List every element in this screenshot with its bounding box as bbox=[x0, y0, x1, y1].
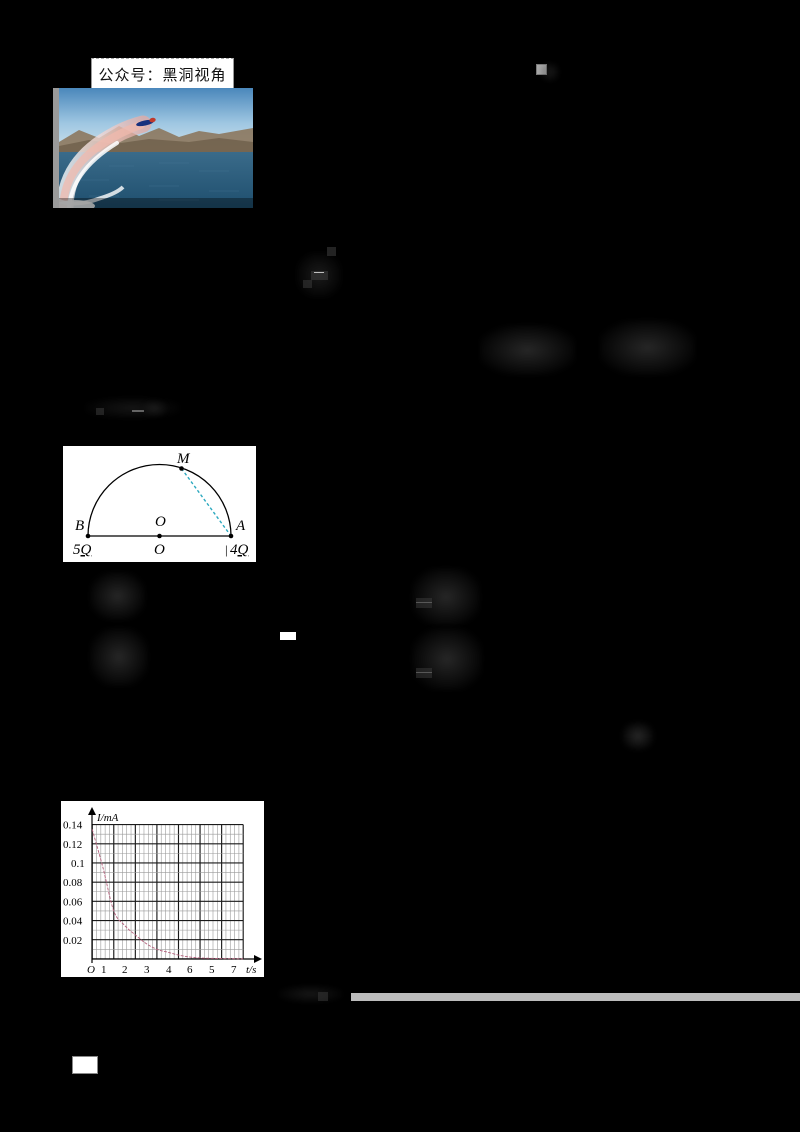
svg-text:0.04: 0.04 bbox=[63, 916, 83, 928]
svg-text:0.12: 0.12 bbox=[63, 839, 82, 851]
svg-text:3: 3 bbox=[144, 964, 150, 976]
svg-text:0.1: 0.1 bbox=[71, 858, 85, 870]
svg-text:I/mA: I/mA bbox=[96, 812, 119, 824]
svg-text:O: O bbox=[154, 542, 165, 558]
svg-text:1: 1 bbox=[101, 964, 107, 976]
svg-text:O: O bbox=[87, 964, 95, 976]
svg-text:0.08: 0.08 bbox=[63, 877, 83, 889]
svg-text:5: 5 bbox=[209, 964, 215, 976]
svg-text:A: A bbox=[235, 518, 246, 534]
svg-text:2: 2 bbox=[122, 964, 128, 976]
svg-text:6: 6 bbox=[187, 964, 193, 976]
svg-text:|: | bbox=[225, 542, 228, 557]
svg-text:0.06: 0.06 bbox=[63, 896, 83, 908]
svg-text:5Q: 5Q bbox=[73, 542, 92, 558]
svg-text:7: 7 bbox=[231, 964, 237, 976]
svg-text:B: B bbox=[75, 518, 84, 534]
svg-text:0.14: 0.14 bbox=[63, 820, 83, 832]
svg-text:4: 4 bbox=[166, 964, 172, 976]
svg-text:4Q: 4Q bbox=[230, 542, 249, 558]
svg-text:M: M bbox=[176, 451, 191, 467]
svg-text:O: O bbox=[155, 514, 166, 530]
svg-text:t/s: t/s bbox=[246, 964, 256, 976]
svg-text:0.02: 0.02 bbox=[63, 935, 82, 947]
